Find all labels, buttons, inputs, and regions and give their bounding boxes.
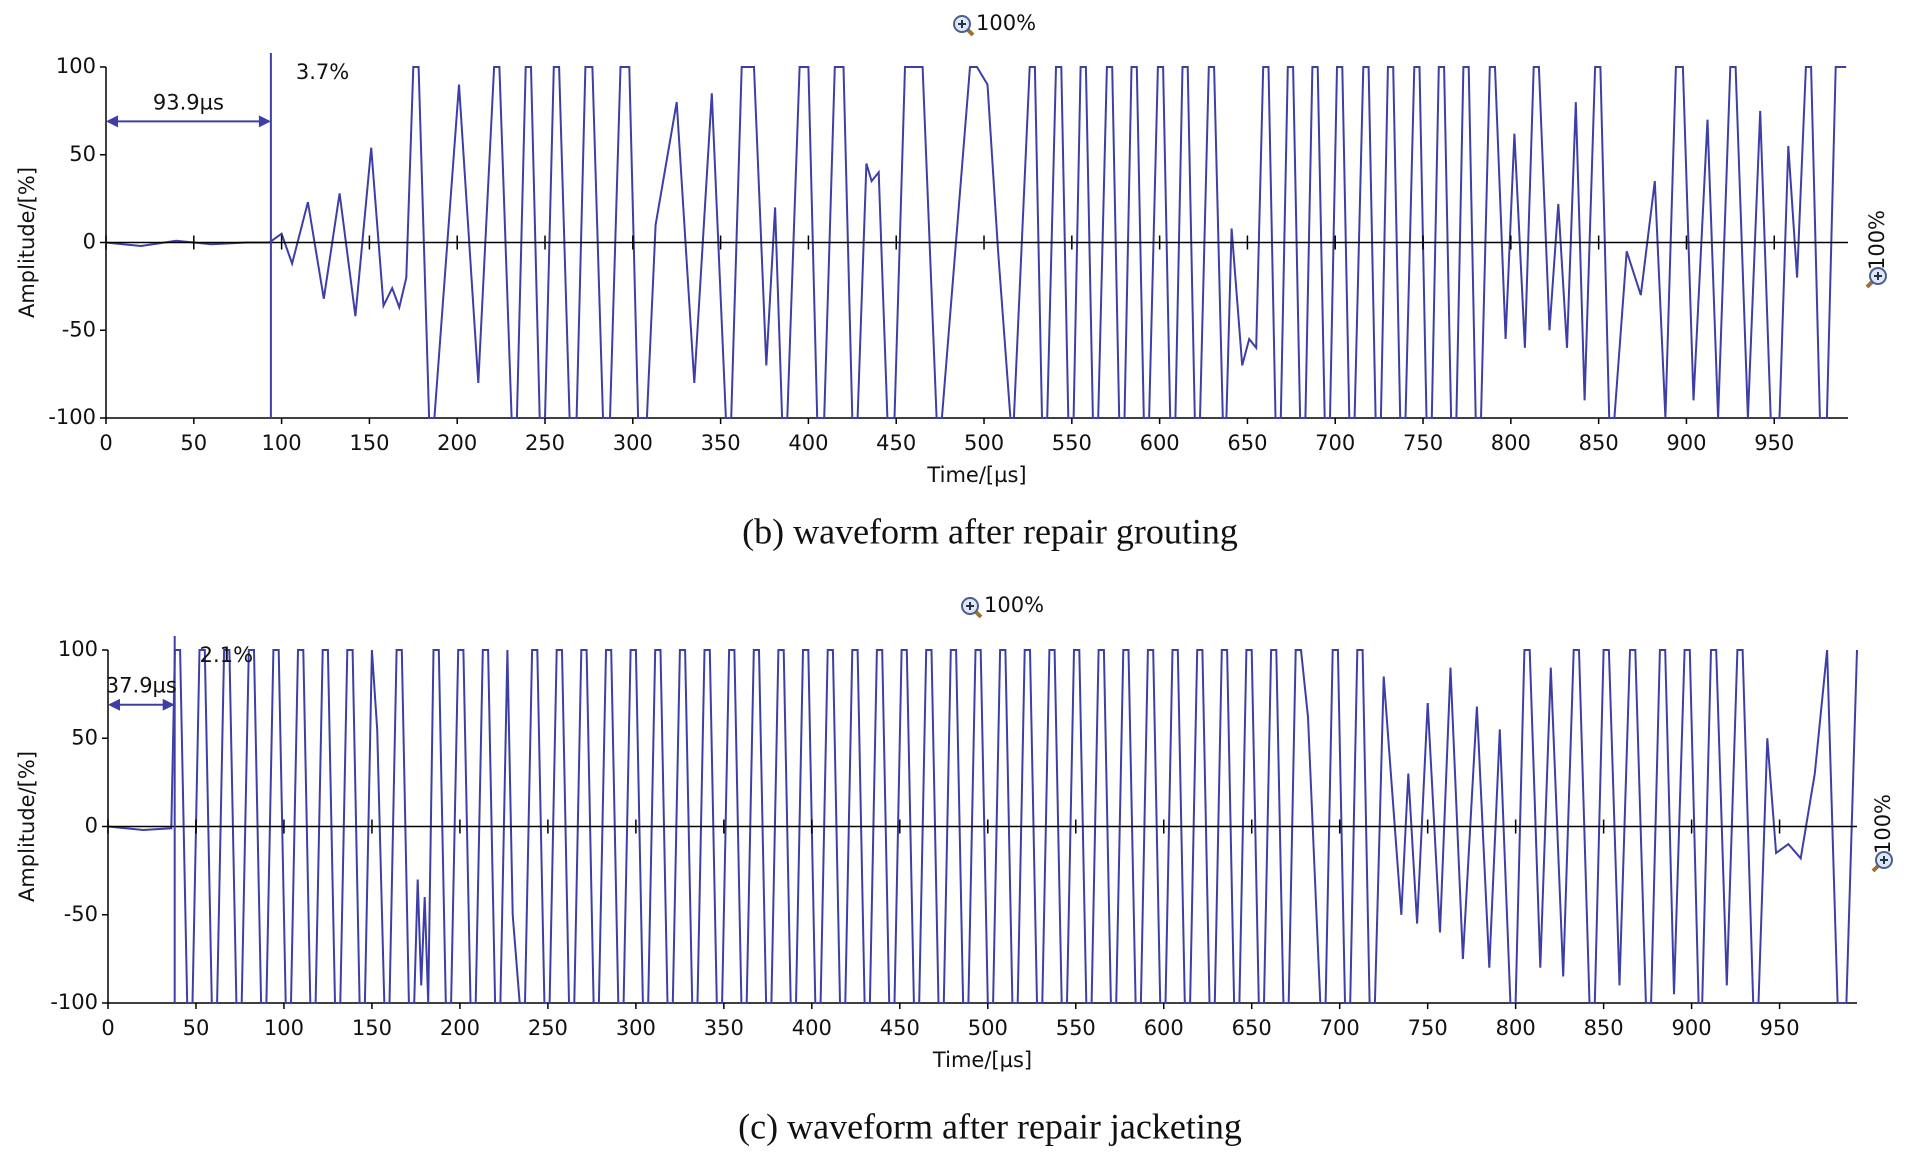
y-axis-title: Amplitude/[%] [15, 751, 39, 902]
x-tick-label: 750 [1408, 1016, 1448, 1040]
x-tick-label: 700 [1315, 431, 1355, 455]
x-tick-label: 250 [528, 1016, 568, 1040]
x-tick-label: 950 [1760, 1016, 1800, 1040]
zoom-top: 100% [984, 593, 1044, 617]
cursor-note: 3.7% [296, 60, 349, 84]
caption: (c) waveform after repair jacketing [738, 1106, 1242, 1146]
cursor-label: 37.9µs [106, 674, 177, 698]
zoom-icon [961, 597, 983, 619]
zoom-icon [1871, 851, 1893, 873]
x-tick-label: 650 [1232, 1016, 1272, 1040]
y-tick-label: -100 [48, 405, 96, 429]
zoom-plus [966, 602, 974, 610]
x-tick-label: 800 [1491, 431, 1531, 455]
caption: (b) waveform after repair grouting [742, 511, 1238, 551]
x-tick-label: 850 [1579, 431, 1619, 455]
y-axis-title: Amplitude/[%] [15, 167, 39, 318]
x-tick-label: 350 [704, 1016, 744, 1040]
x-tick-label: 250 [525, 431, 565, 455]
x-tick-label: 50 [180, 431, 207, 455]
x-tick-label: 550 [1056, 1016, 1096, 1040]
zoom-icon [953, 15, 975, 37]
x-tick-label: 500 [964, 431, 1004, 455]
x-tick-label: 300 [616, 1016, 656, 1040]
x-tick-label: 600 [1140, 431, 1180, 455]
zoom-right: 100% [1871, 794, 1895, 854]
zoom-icon [1865, 267, 1887, 289]
x-tick-label: 500 [968, 1016, 1008, 1040]
x-tick-label: 150 [349, 431, 389, 455]
x-tick-label: 900 [1672, 1016, 1712, 1040]
x-tick-label: 450 [880, 1016, 920, 1040]
x-axis-title: Time/[µs] [932, 1048, 1032, 1072]
x-tick-label: 150 [352, 1016, 392, 1040]
x-tick-label: 100 [262, 431, 302, 455]
y-tick-label: 50 [71, 725, 98, 749]
zoom-plus [1880, 856, 1888, 864]
x-tick-label: 650 [1227, 431, 1267, 455]
cursor-note: 2.1% [200, 643, 253, 667]
x-tick-label: 600 [1144, 1016, 1184, 1040]
x-tick-label: 950 [1754, 431, 1794, 455]
zoom-right: 100% [1865, 210, 1889, 270]
x-tick-label: 200 [437, 431, 477, 455]
x-tick-label: 300 [613, 431, 653, 455]
x-axis-title: Time/[µs] [926, 463, 1026, 487]
zoom-plus [958, 20, 966, 28]
y-tick-label: 100 [56, 54, 96, 78]
x-tick-label: 900 [1666, 431, 1706, 455]
x-tick-label: 800 [1496, 1016, 1536, 1040]
x-tick-label: 850 [1584, 1016, 1624, 1040]
x-tick-label: 450 [876, 431, 916, 455]
x-tick-label: 400 [792, 1016, 832, 1040]
x-tick-label: 750 [1403, 431, 1443, 455]
y-tick-label: 0 [85, 814, 98, 838]
x-tick-label: 700 [1320, 1016, 1360, 1040]
y-tick-label: 50 [69, 142, 96, 166]
x-tick-label: 350 [701, 431, 741, 455]
zoom-top: 100% [976, 11, 1036, 35]
y-tick-label: 0 [83, 230, 96, 254]
y-tick-label: -50 [64, 902, 98, 926]
x-tick-label: 100 [264, 1016, 304, 1040]
y-tick-label: -50 [62, 317, 96, 341]
x-tick-label: 200 [440, 1016, 480, 1040]
x-tick-label: 550 [1052, 431, 1092, 455]
cursor-label: 93.9µs [153, 90, 224, 114]
x-tick-label: 400 [788, 431, 828, 455]
zoom-plus [1874, 272, 1882, 280]
x-tick-label: 50 [183, 1016, 210, 1040]
x-tick-label: 0 [99, 431, 112, 455]
y-tick-label: 100 [58, 637, 98, 661]
y-tick-label: -100 [50, 990, 98, 1014]
x-tick-label: 0 [101, 1016, 114, 1040]
waveform [107, 649, 1858, 1004]
